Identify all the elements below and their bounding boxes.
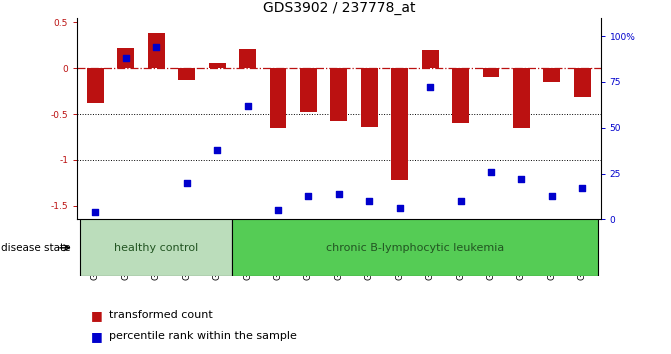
Bar bbox=[81, 219, 232, 276]
Point bbox=[181, 180, 192, 185]
Bar bbox=[117, 48, 134, 68]
Bar bbox=[178, 68, 195, 80]
Point bbox=[212, 147, 223, 153]
Bar bbox=[331, 68, 347, 121]
Text: healthy control: healthy control bbox=[114, 243, 199, 253]
Text: chronic B-lymphocytic leukemia: chronic B-lymphocytic leukemia bbox=[326, 243, 504, 253]
Point bbox=[516, 176, 527, 182]
Point bbox=[90, 209, 101, 215]
Bar bbox=[452, 68, 469, 123]
Point bbox=[121, 55, 132, 61]
Bar bbox=[300, 68, 317, 112]
Point bbox=[364, 198, 374, 204]
Bar bbox=[239, 49, 256, 68]
Point bbox=[303, 193, 314, 199]
Point bbox=[486, 169, 497, 175]
Point bbox=[455, 198, 466, 204]
Text: ■: ■ bbox=[91, 330, 103, 343]
Bar bbox=[148, 33, 164, 68]
Point bbox=[272, 207, 283, 213]
Text: transformed count: transformed count bbox=[109, 310, 213, 320]
Bar bbox=[574, 68, 590, 97]
Bar bbox=[361, 68, 378, 127]
Text: ■: ■ bbox=[91, 309, 103, 321]
Point bbox=[546, 193, 557, 199]
Point bbox=[333, 191, 344, 196]
Bar bbox=[513, 68, 530, 128]
Point bbox=[577, 185, 588, 191]
Bar bbox=[482, 68, 499, 77]
Bar bbox=[270, 68, 287, 128]
Point bbox=[395, 206, 405, 211]
Bar bbox=[422, 50, 439, 68]
Bar bbox=[232, 219, 597, 276]
Point bbox=[151, 44, 162, 50]
Point bbox=[425, 85, 435, 90]
Title: GDS3902 / 237778_at: GDS3902 / 237778_at bbox=[262, 1, 415, 15]
Text: disease state: disease state bbox=[1, 243, 71, 253]
Point bbox=[242, 103, 253, 109]
Text: percentile rank within the sample: percentile rank within the sample bbox=[109, 331, 297, 341]
Bar bbox=[391, 68, 408, 180]
Bar bbox=[87, 68, 104, 103]
Bar bbox=[544, 68, 560, 82]
Bar bbox=[209, 63, 225, 68]
